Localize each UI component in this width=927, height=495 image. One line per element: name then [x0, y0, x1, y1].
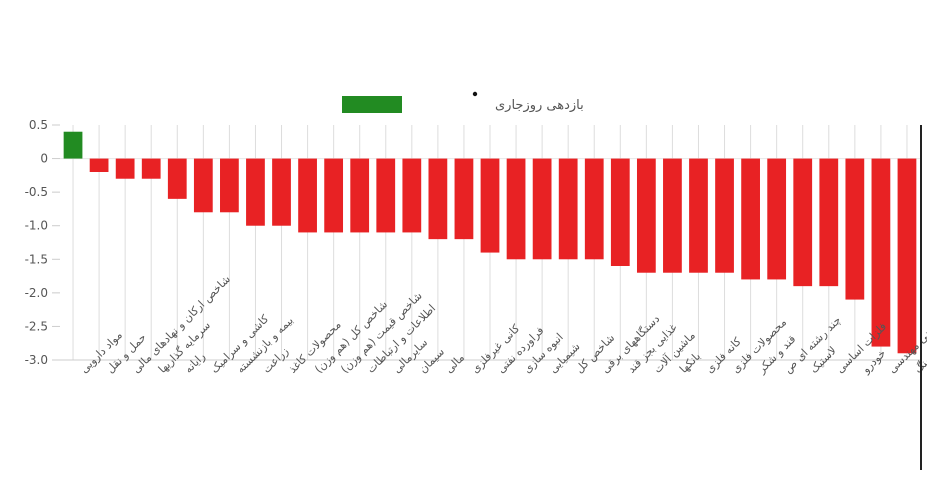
bar[interactable] — [663, 158, 682, 273]
legend[interactable]: بازدهی روزجاری — [342, 91, 584, 113]
bar[interactable] — [558, 158, 578, 260]
bar[interactable] — [193, 158, 213, 213]
y-tick-label: 0.5 — [29, 118, 48, 132]
bar[interactable] — [715, 158, 734, 273]
bar[interactable] — [115, 158, 135, 179]
bar[interactable] — [89, 158, 109, 172]
y-tick-label: -2.5 — [25, 319, 48, 333]
bar[interactable] — [689, 158, 708, 273]
legend-marker-dot — [472, 91, 478, 97]
chart-right-border — [920, 125, 922, 470]
y-tick-label: -2.0 — [25, 286, 48, 300]
bar[interactable] — [506, 158, 526, 260]
bar[interactable] — [454, 158, 474, 240]
bar[interactable] — [584, 158, 604, 260]
bar[interactable] — [428, 158, 448, 240]
bar[interactable] — [636, 158, 656, 273]
bar[interactable] — [167, 158, 187, 199]
bar[interactable] — [793, 158, 813, 287]
legend-swatch[interactable] — [342, 96, 402, 113]
bar[interactable] — [324, 158, 344, 233]
bar[interactable] — [141, 158, 161, 179]
y-tick-label: -0.5 — [25, 185, 48, 199]
bar[interactable] — [741, 158, 760, 280]
bar[interactable] — [480, 158, 500, 253]
bar-layer — [63, 131, 917, 354]
bar[interactable] — [298, 158, 317, 233]
bar[interactable] — [610, 158, 630, 266]
bar[interactable] — [402, 158, 422, 233]
bar[interactable] — [532, 158, 552, 260]
y-axis: 0.5 0 -0.5 -1.0 -1.5 -2.0 -2.5 -3.0 — [25, 118, 60, 367]
y-tick-label: -1.0 — [25, 219, 48, 233]
bar[interactable] — [63, 131, 83, 159]
bar[interactable] — [819, 158, 839, 287]
bar[interactable] — [272, 158, 291, 226]
y-tick-label: -1.5 — [25, 252, 48, 266]
bar[interactable] — [376, 158, 396, 233]
bar[interactable] — [350, 158, 370, 233]
legend-label[interactable]: بازدهی روزجاری — [495, 98, 584, 113]
bar[interactable] — [871, 158, 891, 347]
bar[interactable] — [246, 158, 265, 226]
bar[interactable] — [897, 158, 917, 354]
bar[interactable] — [767, 158, 787, 280]
y-tick-label: -3.0 — [25, 353, 48, 367]
bar[interactable] — [220, 158, 239, 213]
y-tick-label: 0 — [40, 152, 48, 166]
bar[interactable] — [845, 158, 865, 300]
